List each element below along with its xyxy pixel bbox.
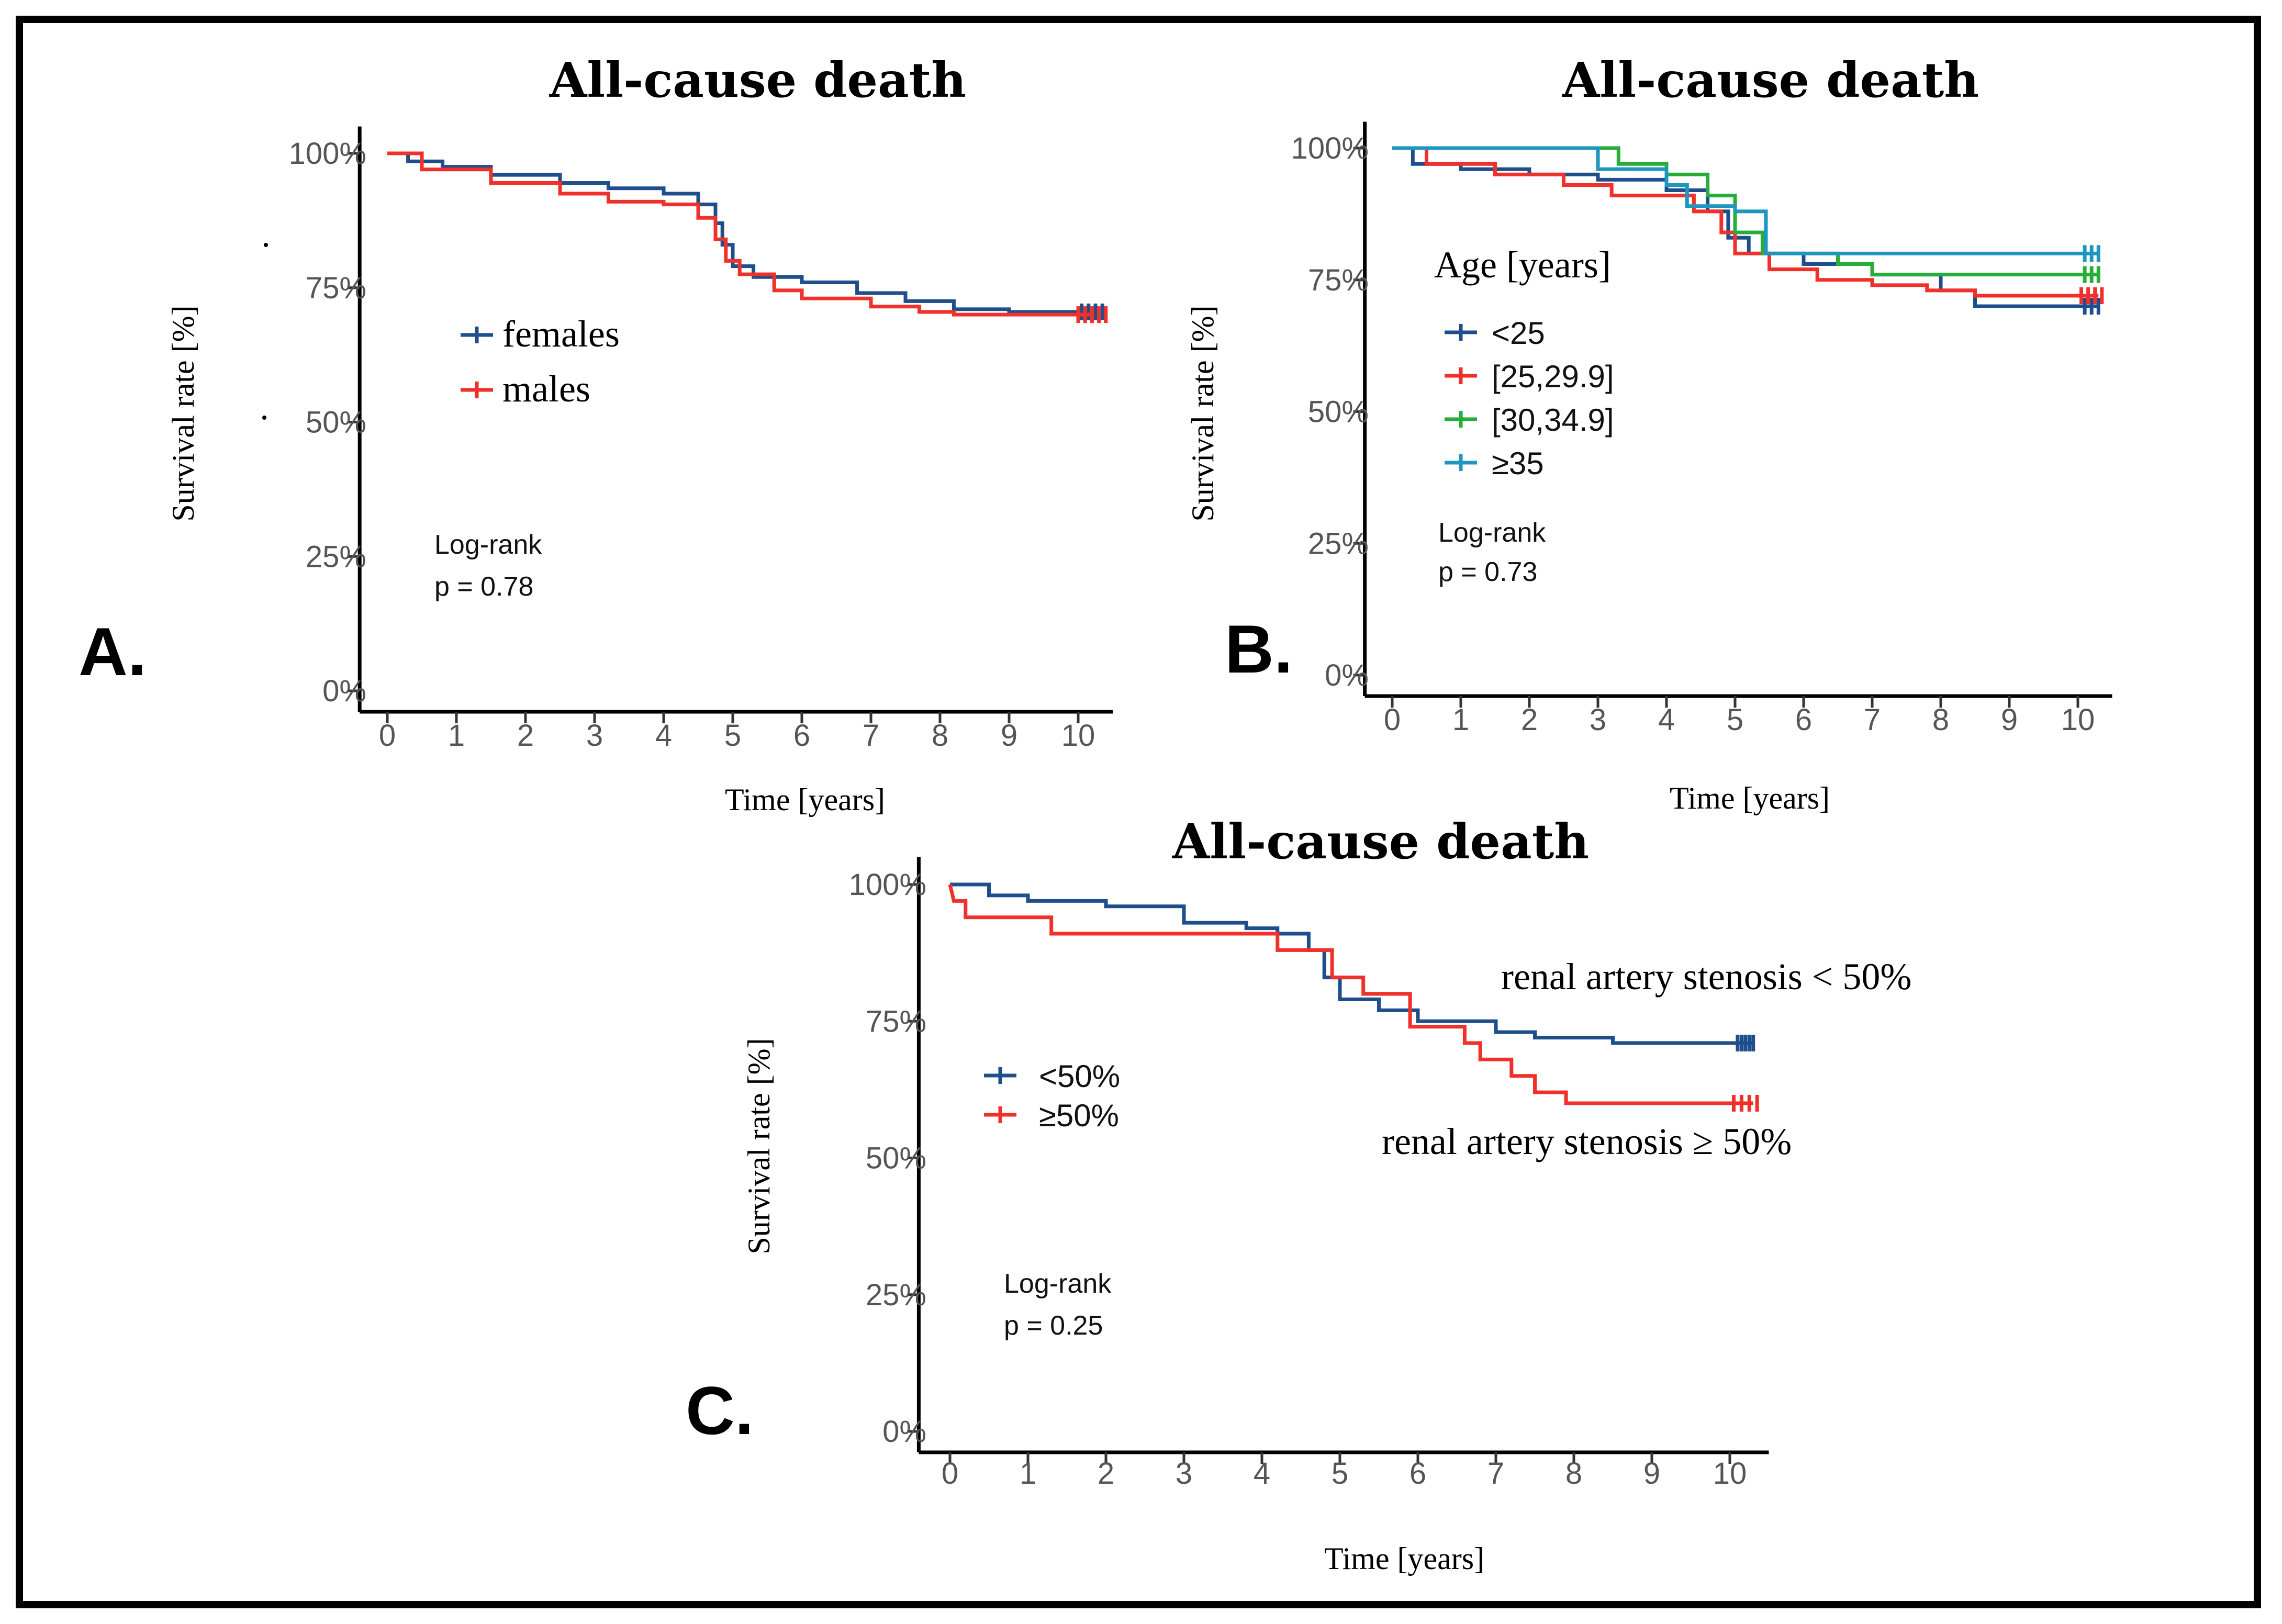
- x-tick-label: 2: [1098, 1457, 1114, 1491]
- survival-curve-females: [387, 151, 1092, 314]
- x-tick-label: 10: [2061, 703, 2095, 737]
- p-value-label: p = 0.78: [434, 572, 533, 602]
- legend-label: ≥50%: [1039, 1098, 1119, 1133]
- p-value-label: p = 0.73: [1438, 557, 1537, 587]
- x-tick-label: 1: [448, 719, 465, 753]
- x-tick-label: 2: [517, 719, 534, 753]
- survival-curve-males: [387, 151, 1092, 317]
- x-tick-label: 10: [1713, 1457, 1747, 1491]
- legend-label: [25,29.9]: [1492, 359, 1614, 394]
- legend-label: [30,34.9]: [1492, 402, 1614, 438]
- x-tick-label: 8: [1932, 703, 1949, 737]
- x-tick-label: 8: [932, 719, 948, 753]
- y-tick-label: 0%: [882, 1415, 926, 1449]
- x-tick-label: 9: [1001, 719, 1017, 753]
- y-tick-label: 75%: [1308, 263, 1369, 297]
- y-tick-label: 0%: [1325, 658, 1369, 692]
- y-tick-label: 100%: [849, 868, 926, 902]
- x-tick-label: 5: [1332, 1457, 1348, 1491]
- y-tick-label: 50%: [866, 1141, 926, 1175]
- x-tick-label: 0: [379, 719, 396, 753]
- panel-letter: B.: [1225, 611, 1293, 687]
- x-tick-label: 5: [724, 719, 741, 753]
- log-rank-label: Log-rank: [434, 530, 542, 560]
- x-tick-label: 10: [1061, 719, 1095, 753]
- legend-label: <25: [1492, 316, 1545, 351]
- y-tick-label: 25%: [306, 540, 366, 574]
- x-tick-label: 0: [1384, 703, 1401, 737]
- chart-title: All-cause death: [1172, 813, 1589, 870]
- x-tick-label: 6: [1795, 703, 1812, 737]
- x-tick-label: 3: [1176, 1457, 1192, 1491]
- x-tick-label: 7: [1487, 1457, 1504, 1491]
- chart-panel-2: All-cause death B. 0% 25% 50% 75% 100% 0 1 2 3 4 5 6 7…: [1185, 52, 2112, 815]
- x-tick-label: 4: [1254, 1457, 1270, 1491]
- chart-panel-3: All-cause death C. 0% 25% 50% 75% 100% 0 1 2 3 4 5 6 7…: [686, 813, 1911, 1576]
- x-tick-label: 2: [1521, 703, 1538, 737]
- survival-curve-≥35: [1392, 146, 2099, 255]
- x-tick-label: 0: [942, 1457, 958, 1491]
- y-tick-label: 0%: [322, 674, 366, 708]
- figure-frame: [16, 16, 2261, 1608]
- x-tick-label: 3: [1590, 703, 1606, 737]
- y-tick-label: 100%: [1291, 131, 1369, 165]
- y-tick-label: 75%: [866, 1004, 926, 1038]
- panel-letter: C.: [686, 1372, 754, 1449]
- x-tick-label: 5: [1727, 703, 1743, 737]
- y-tick-label: 100%: [289, 137, 366, 171]
- callout-lower: renal artery stenosis ≥ 50%: [1382, 1121, 1792, 1162]
- survival-curve-[30,34.9]: [1392, 146, 2099, 277]
- legend-label: <50%: [1039, 1059, 1120, 1094]
- chart-title: All-cause death: [1562, 52, 1979, 108]
- survival-curve-[25,29.9]: [1392, 146, 2099, 298]
- x-tick-label: 7: [1864, 703, 1881, 737]
- survival-curve-≥50%: [948, 884, 1753, 1105]
- y-tick-label: 25%: [1308, 527, 1369, 561]
- legend-title: Age [years]: [1434, 244, 1611, 286]
- y-axis-label: Survival rate [%]: [742, 1038, 776, 1254]
- callout-upper: renal artery stenosis < 50%: [1501, 956, 1911, 998]
- x-tick-label: 9: [2001, 703, 2018, 737]
- x-tick-label: 1: [1020, 1457, 1036, 1491]
- x-tick-label: 3: [586, 719, 603, 753]
- stray-mark: [262, 416, 266, 420]
- chart-panel-1: All-cause death A. 0% 25% 50% 75% 100% 0 1 2 3 4 5 6 7…: [79, 52, 1113, 817]
- log-rank-label: Log-rank: [1004, 1269, 1112, 1299]
- x-tick-label: 9: [1643, 1457, 1660, 1491]
- x-axis-label: Time [years]: [725, 782, 885, 817]
- stray-mark: [264, 243, 268, 247]
- chart-title: All-cause death: [549, 52, 966, 108]
- x-axis-label: Time [years]: [1670, 781, 1830, 815]
- y-tick-label: 25%: [866, 1278, 926, 1312]
- x-axis-label: Time [years]: [1324, 1541, 1484, 1576]
- y-axis-label: Survival rate [%]: [166, 305, 200, 521]
- log-rank-label: Log-rank: [1438, 518, 1546, 548]
- x-tick-label: 6: [793, 719, 810, 753]
- y-tick-label: 75%: [306, 271, 366, 305]
- x-tick-label: 7: [863, 719, 879, 753]
- x-tick-label: 1: [1452, 703, 1469, 737]
- legend-label: ≥35: [1492, 446, 1544, 481]
- y-tick-label: 50%: [306, 406, 366, 440]
- y-axis-label: Survival rate [%]: [1185, 305, 1220, 521]
- panel-letter: A.: [79, 613, 147, 690]
- x-tick-label: 8: [1565, 1457, 1582, 1491]
- legend-label: males: [502, 368, 590, 410]
- x-tick-label: 4: [655, 719, 672, 753]
- x-tick-label: 6: [1410, 1457, 1426, 1491]
- p-value-label: p = 0.25: [1004, 1311, 1103, 1341]
- x-tick-label: 4: [1658, 703, 1675, 737]
- legend-label: females: [502, 313, 620, 355]
- y-tick-label: 50%: [1308, 395, 1369, 429]
